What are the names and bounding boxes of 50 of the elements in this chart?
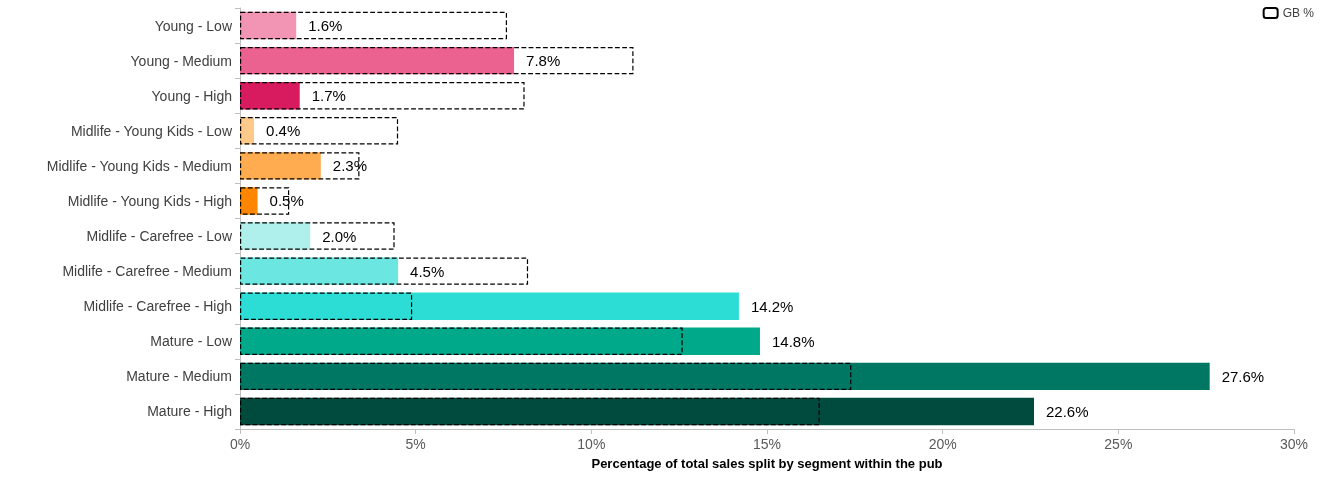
bar — [240, 82, 300, 110]
bar — [240, 117, 399, 145]
y-tick-label: Midlife - Carefree - Medium — [62, 263, 232, 280]
bar — [240, 222, 395, 250]
bar — [240, 11, 508, 40]
x-tick-label: 5% — [405, 436, 426, 452]
y-tick-label: Midlife - Young Kids - Medium — [46, 157, 232, 174]
x-tick-label: 10% — [577, 436, 606, 452]
data-label: 1.6% — [308, 17, 343, 35]
data-label: 2.3% — [332, 157, 368, 175]
data-label: 27.6% — [1221, 367, 1265, 385]
x-tick-label: 15% — [752, 436, 782, 452]
x-tick-label: 20% — [928, 436, 957, 452]
bar — [240, 362, 1210, 391]
data-label: 22.6% — [1046, 402, 1089, 420]
y-tick-label: Young - High — [151, 87, 232, 104]
data-label: 7.8% — [526, 52, 561, 70]
bar — [240, 292, 739, 320]
y-tick-label: Young - Low — [154, 17, 233, 34]
x-tick-label: 30% — [1279, 436, 1309, 452]
bar — [240, 362, 852, 391]
data-label: 0.4% — [266, 122, 301, 140]
y-tick-label: Midlife - Carefree - High — [83, 298, 232, 315]
bar — [240, 82, 525, 110]
bar — [240, 11, 297, 40]
y-tick-label: Midlife - Young Kids - High — [67, 192, 232, 209]
bar — [240, 397, 820, 426]
bar — [240, 257, 529, 285]
y-tick-label: Mature - Low — [150, 333, 233, 350]
y-tick-label: Midlife - Young Kids - Low — [70, 122, 233, 139]
x-tick-label: 0% — [229, 436, 251, 452]
y-tick-label: Young - Medium — [130, 52, 232, 69]
x-axis-title: Percentage of total sales split by segment within the pub — [591, 456, 943, 471]
data-label: 14.8% — [771, 332, 815, 350]
data-label: 1.7% — [311, 87, 346, 105]
bar — [240, 397, 1035, 426]
bar — [240, 152, 321, 180]
y-tick-label: Mature - Medium — [126, 368, 232, 385]
bar — [240, 46, 634, 75]
data-label: 4.5% — [410, 262, 445, 280]
y-tick-label: Midlife - Carefree - Low — [86, 228, 233, 245]
data-label: 14.2% — [750, 297, 794, 315]
bar — [240, 257, 399, 285]
data-label: 0.5% — [269, 192, 304, 210]
bar — [240, 292, 413, 320]
bar — [240, 46, 515, 75]
y-tick-label: Mature - High — [147, 403, 232, 420]
x-tick-label: 25% — [1104, 436, 1133, 452]
data-label: 2.0% — [322, 227, 357, 245]
legend-label: GB % — [1282, 6, 1315, 20]
